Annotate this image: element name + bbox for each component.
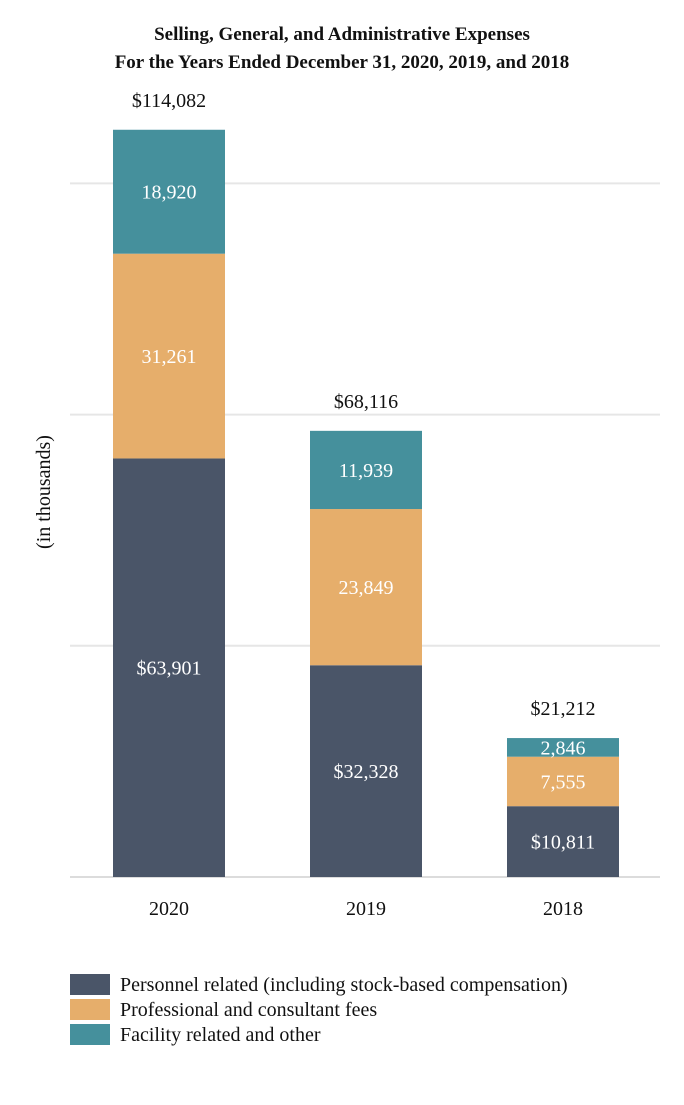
total-label: $114,082 — [132, 90, 206, 112]
legend-label: Personnel related (including stock-based… — [120, 974, 568, 996]
legend-swatch — [70, 999, 110, 1020]
y-axis-label: (in thousands) — [33, 435, 55, 549]
segment-label: 23,849 — [339, 577, 394, 599]
bars — [113, 129, 619, 877]
segment-label: 18,920 — [142, 182, 197, 204]
bar-segment — [310, 509, 422, 666]
bar-segment — [507, 756, 619, 807]
segment-label: 31,261 — [142, 346, 197, 368]
bar-segment — [310, 665, 422, 877]
segment-label: $10,811 — [531, 832, 595, 854]
total-label: $21,212 — [531, 698, 596, 720]
segment-label: 7,555 — [541, 771, 586, 793]
legend-label: Professional and consultant fees — [120, 999, 377, 1021]
segment-label: 2,846 — [541, 737, 586, 759]
segment-label: 11,939 — [339, 460, 393, 482]
legend: Personnel related (including stock-based… — [70, 974, 568, 1046]
data-labels: $63,901 31,261 18,920 $114,082 2020 $32,328 23… — [132, 90, 596, 920]
bar-segment — [507, 806, 619, 877]
chart-subtitle: For the Years Ended December 31, 2020, 2… — [115, 52, 570, 73]
bar-segment — [310, 430, 422, 510]
segment-label: $32,328 — [334, 761, 399, 783]
x-tick-label: 2019 — [346, 898, 386, 920]
segment-label: $63,901 — [137, 658, 202, 680]
total-label: $68,116 — [334, 391, 398, 413]
bar-segment — [113, 129, 225, 254]
bar-segment — [113, 458, 225, 877]
bar-segment — [113, 253, 225, 459]
x-tick-label: 2018 — [543, 898, 583, 920]
legend-label: Facility related and other — [120, 1024, 321, 1046]
bar-segment — [507, 738, 619, 757]
legend-swatch — [70, 974, 110, 995]
x-tick-label: 2020 — [149, 898, 189, 920]
chart-title: Selling, General, and Administrative Exp… — [154, 24, 530, 45]
legend-swatch — [70, 1024, 110, 1045]
